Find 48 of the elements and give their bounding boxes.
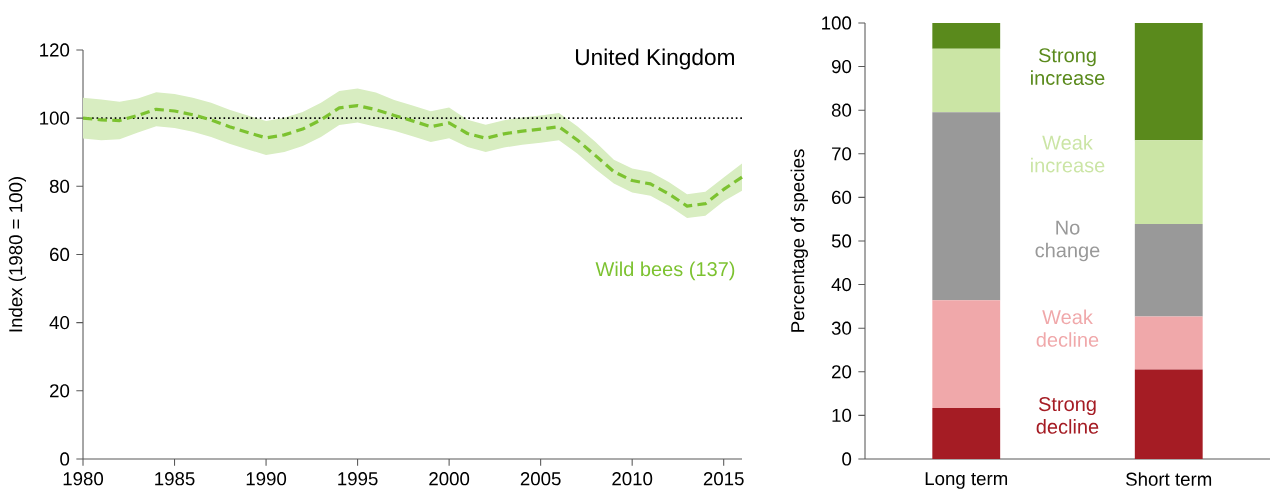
y-tick-label: 60 — [832, 190, 852, 204]
y-tick-label: 70 — [832, 147, 852, 161]
x-tick-label: 1990 — [246, 472, 287, 486]
series-label: Weak increase — [1031, 135, 1105, 173]
bar — [1134, 369, 1203, 459]
y-tick-label: 20 — [832, 365, 852, 379]
y-tick-label: 80 — [831, 103, 852, 117]
y-tick-label: 80 — [49, 179, 70, 193]
chart-title: United Kingdom — [575, 48, 734, 70]
x-tick-label: 2010 — [612, 472, 653, 486]
y-tick-label: 10 — [832, 408, 852, 422]
text: Wild bees (137) — [595, 261, 735, 281]
series-label: No change — [1035, 220, 1100, 262]
y-tick-label: 60 — [50, 247, 70, 262]
x-tick-label: 2000 — [429, 472, 470, 486]
x-tick-label: 2005 — [520, 472, 561, 486]
series-label: Weak decline — [1036, 309, 1099, 347]
y-tick-label: 90 — [831, 59, 852, 74]
bar — [1134, 223, 1203, 317]
bar — [1134, 140, 1203, 224]
y-axis-title: Percentage of species — [790, 149, 808, 332]
x-tick-label: Long term — [925, 472, 1008, 489]
y-tick-label: 120 — [40, 43, 70, 57]
x-tick-label: 1995 — [338, 472, 378, 486]
y-tick-label: 40 — [49, 316, 70, 330]
y-tick-label: 100 — [822, 16, 852, 30]
y-tick-label: 20 — [50, 384, 70, 398]
x-tick-label: 2015 — [703, 472, 744, 486]
line-series — [81, 103, 744, 208]
bar — [1134, 22, 1203, 141]
bar — [932, 112, 1001, 301]
y-tick-label: 30 — [831, 321, 852, 335]
x-tick-label: 1980 — [63, 472, 104, 486]
y-tick-label: 50 — [831, 234, 852, 248]
y-axis-title: Index (1980 = 100) — [8, 177, 27, 332]
bar — [932, 48, 1001, 113]
y-tick-label: 0 — [60, 452, 70, 466]
bar — [1134, 316, 1203, 370]
x-tick-label: 1985 — [155, 472, 195, 486]
series-label: Strong decline — [1036, 396, 1099, 434]
series-label: Strong increase — [1031, 48, 1105, 85]
bar — [932, 407, 1001, 459]
bar — [932, 22, 1001, 49]
x-tick-label: Short term — [1126, 472, 1212, 486]
bar — [932, 300, 1001, 408]
y-tick-label: 0 — [842, 452, 852, 466]
y-tick-label: 40 — [831, 277, 852, 292]
y-tick-label: 100 — [40, 111, 70, 125]
